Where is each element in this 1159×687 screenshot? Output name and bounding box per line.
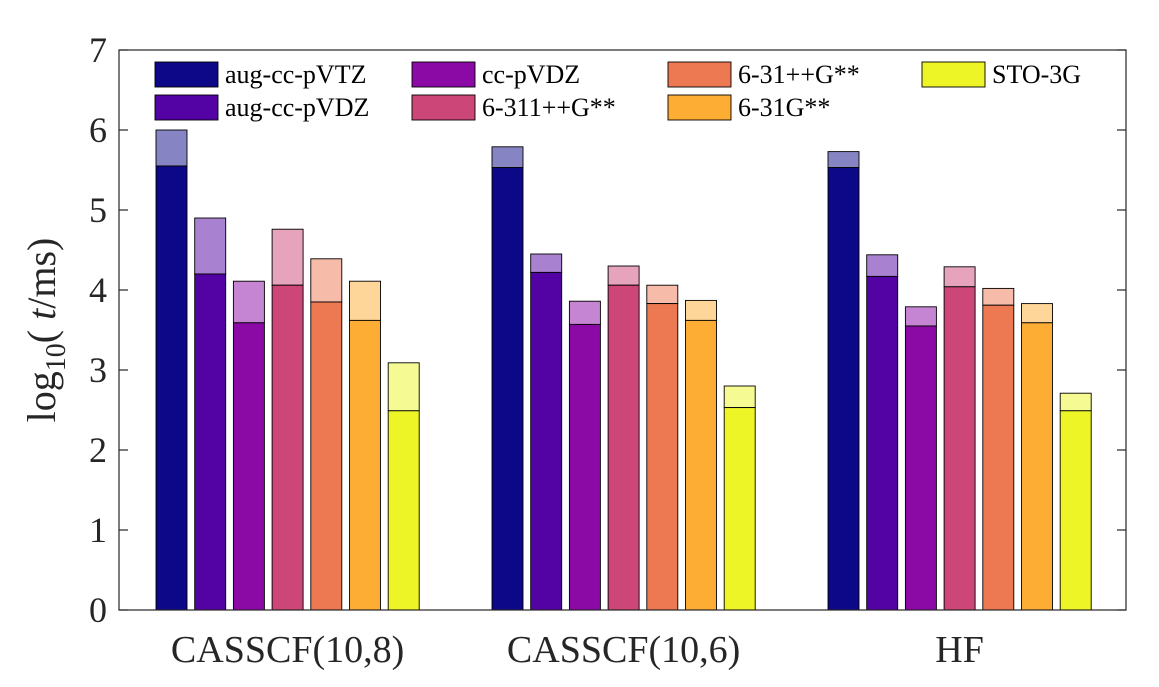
bar-upper-segment <box>866 254 899 277</box>
bar-upper-segment <box>943 266 976 288</box>
legend-label: aug-cc-pVTZ <box>225 60 366 89</box>
bar-upper-segment <box>904 306 937 327</box>
legend-label: STO-3G <box>992 60 1081 89</box>
x-category-label: HF <box>935 629 984 671</box>
y-tick-label: 0 <box>89 590 107 630</box>
x-category-label: CASSCF(10,6) <box>507 629 740 671</box>
bar-upper-segment <box>387 362 420 412</box>
bar-upper-segment <box>827 151 860 169</box>
legend-label: 6-311++G** <box>482 93 616 122</box>
bar-upper-segment <box>1021 303 1053 324</box>
bar-upper-segment <box>232 280 265 324</box>
bar-upper-segment <box>310 258 343 303</box>
bar-upper-segment <box>155 129 188 167</box>
y-ticks: 0 1 2 3 4 5 6 7 <box>89 30 1126 630</box>
bar <box>568 323 601 611</box>
bar <box>232 322 265 611</box>
y-tick-label: 6 <box>89 110 107 150</box>
bar <box>646 303 679 611</box>
bar-upper-segment <box>607 265 640 286</box>
bar-upper-segment <box>271 228 304 286</box>
y-tick-label: 4 <box>89 270 107 310</box>
bar-upper-segment <box>723 385 756 409</box>
plot-frame <box>118 49 1127 611</box>
legend-swatch <box>921 61 986 88</box>
legend-swatch <box>154 94 219 121</box>
legend-swatch <box>411 94 476 121</box>
bar <box>387 410 420 611</box>
legend-label: 6-31G** <box>738 93 830 122</box>
bar-upper-segment <box>349 280 381 321</box>
bar <box>1021 322 1053 611</box>
bar <box>155 165 188 611</box>
y-axis-title-rest: /ms) <box>19 238 64 309</box>
legend: aug-cc-pVTZ aug-cc-pVDZ cc-pVDZ 6-311++G** 6… <box>154 60 1081 122</box>
legend-label: 6-31++G** <box>738 60 860 89</box>
y-tick-label: 2 <box>89 430 107 470</box>
bar <box>194 273 227 611</box>
bar-upper-segment <box>194 217 227 275</box>
bar <box>607 284 640 611</box>
y-axis-title-prefix: log <box>19 371 64 422</box>
bar <box>349 319 381 611</box>
bar-upper-segment <box>568 300 601 325</box>
bar-upper-segment <box>1059 392 1092 412</box>
bar <box>943 286 976 611</box>
legend-label: aug-cc-pVDZ <box>225 93 369 122</box>
x-categories: CASSCF(10,8) CASSCF(10,6) HF <box>171 629 984 671</box>
legend-label: cc-pVDZ <box>482 60 580 89</box>
legend-swatch <box>411 61 476 88</box>
bar-upper-segment <box>491 146 524 169</box>
bar <box>530 271 563 611</box>
bar <box>827 167 860 611</box>
bar-upper-segment <box>685 299 717 321</box>
y-axis-title: log10( t/ms) <box>19 238 72 423</box>
bar <box>723 407 756 611</box>
bar <box>982 304 1015 611</box>
bar <box>310 301 343 611</box>
bar <box>904 325 937 611</box>
bar <box>866 275 899 611</box>
y-axis-title-italic: t <box>19 308 64 320</box>
y-tick-label: 3 <box>89 350 107 390</box>
x-category-label: CASSCF(10,8) <box>171 629 404 671</box>
y-tick-label: 5 <box>89 190 107 230</box>
bar-upper-segment <box>646 284 679 305</box>
legend-swatch <box>154 61 219 88</box>
bar-upper-segment <box>982 287 1015 306</box>
bar <box>491 167 524 611</box>
y-tick-label: 1 <box>89 510 107 550</box>
bar <box>271 284 304 611</box>
legend-swatch <box>667 61 732 88</box>
legend-swatch <box>667 94 732 121</box>
bar <box>685 319 717 611</box>
y-axis-title-open: ( <box>19 320 64 343</box>
y-axis-title-subscript: 10 <box>41 343 72 371</box>
bar <box>1059 410 1092 611</box>
y-tick-label: 7 <box>89 30 107 70</box>
bar-upper-segment <box>530 253 563 273</box>
bars-layer <box>155 129 1092 611</box>
